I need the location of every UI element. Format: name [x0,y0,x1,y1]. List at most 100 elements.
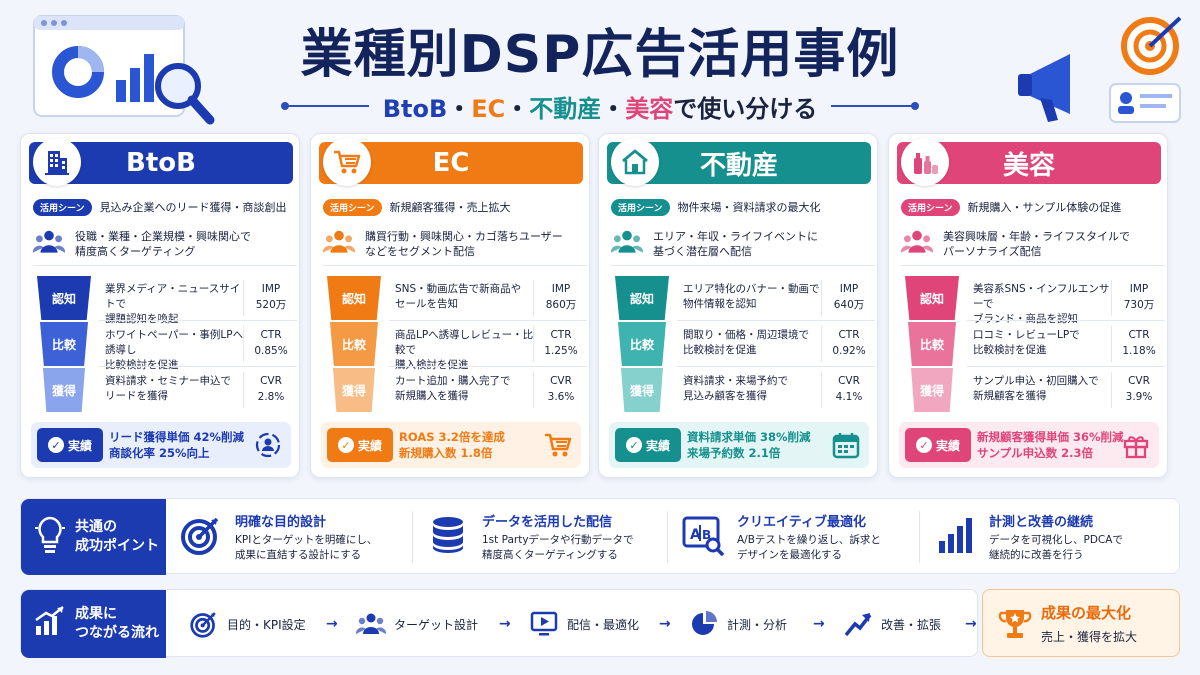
funnel-row-2: 獲得 サンプル申込・初回購入で 新規顧客を獲得 CVR 3.9% [905,368,1165,412]
target-row: 役職・業種・企業規模・興味関心で 精度高くターゲティング [32,226,297,266]
scene-text: 見込み企業へのリード獲得・商談創出 [99,201,287,214]
flow-label-line1: 成果に [75,606,117,622]
funnel-desc: エリア特化のバナー・動画で 物件情報を認知 [683,283,820,310]
flow-step-label: 目的・KPI設定 [227,617,306,632]
gift-icon [1121,430,1151,460]
calendar-icon [831,430,861,460]
flow-label-line2: つながる流れ [75,625,159,641]
success-point-0: 明確な目的設計 KPIとターゲットを明確にし、 成果に直結する設計にする [179,509,419,565]
result-badge: ✓ 実績 [905,428,971,462]
funnel-stage: 比較 [908,322,956,366]
pie-chart-icon [689,609,719,639]
flow-step-1: ターゲット設計 [355,608,479,640]
subtitle-btob: BtoB [382,94,448,123]
scene-text: 物件来場・資料請求の最大化 [677,201,821,214]
funnel-metric: IMP 860万 [545,283,577,311]
scene-tag: 活用シーン [611,198,670,216]
check-icon: ✓ [337,437,354,453]
result-box: ✓ 実績 リード獲得単価 42%削減 商談化率 25%向上 [31,422,291,468]
users-icon [355,609,387,639]
funnel-stage: 獲得 [333,368,375,412]
funnel-desc: ホワイトペーパー・事例LPへ誘導し 比較検討を促進 [105,329,244,371]
funnel-stage: 比較 [330,322,378,366]
point-title: 計測と改善の継続 [989,515,1094,530]
funnel-desc: 商品LPへ誘導しレビュー・比較で 購入検討を促進 [395,329,534,371]
funnel-desc: 間取り・価格・周辺環境で 比較検討を促進 [683,329,809,356]
check-icon: ✓ [625,437,642,453]
subtitle-sep: ・ [505,94,530,123]
users-icon [322,226,356,262]
lightbulb-icon [33,514,67,560]
funnel-metric: CTR 1.25% [544,329,578,357]
target-user-icon [253,430,283,460]
scene-row: 活用シーン 見込み企業へのリード獲得・商談創出 [33,198,293,216]
funnel-row-0: 認知 SNS・動画広告で新商品や セールを告知 IMP 860万 [327,276,587,321]
point-title: 明確な目的設計 [235,515,327,530]
funnel-stage: 比較 [40,322,88,366]
funnel-desc: カート追加・購入完了で 新規購入を獲得 [395,375,511,402]
check-icon: ✓ [915,437,932,453]
scene-row: 活用シーン 物件来場・資料請求の最大化 [611,198,871,216]
funnel-row-2: 獲得 資料請求・来場予約で 見込み顧客を獲得 CVR 4.1% [615,368,875,412]
result-box: ✓ 実績 資料請求単価 38%削減 来場予約数 2.1倍 [609,422,869,468]
funnel-metric: CTR 1.18% [1122,329,1156,357]
subtitle-suffix: で使い分ける [673,94,818,123]
subtitle-line-left [281,102,369,110]
card-ec: EC 活用シーン 新規顧客獲得・売上拡大 購買行動・興味関心・カゴ落ちユーザーな… [310,133,590,478]
target-text: 役職・業種・企業規模・興味関心で 精度高くターゲティング [75,229,251,258]
subtitle-beauty: 美容 [625,94,674,123]
common-success-points: 共通の成功ポイント 明確な目的設計 KPIとターゲットを明確にし、 成果に直結する… [20,498,1180,575]
flow-step-label: 計測・分析 [727,617,788,632]
result-text: 資料請求単価 38%削減 来場予約数 2.1倍 [687,430,811,460]
svg-text:A: A [690,527,701,543]
subtitle-sep: ・ [601,94,626,123]
scene-text: 新規購入・サンプル体験の促進 [967,201,1122,214]
funnel-desc: 美容系SNS・インフルエンサーで ブランド・商品を認知 [973,283,1110,325]
result-box: ✓ 実績 ROAS 3.2倍を達成 新規購入数 1.8倍 [321,422,581,468]
card-realestate: 不動産 活用シーン 物件来場・資料請求の最大化 エリア・年収・ライフイベントに基… [598,133,878,478]
target-text: 購買行動・興味関心・カゴ落ちユーザー などをセグメント配信 [365,229,563,258]
target-row: エリア・年収・ライフイベントに 基づく潜在層へ配信 [610,226,875,266]
target-row: 購買行動・興味関心・カゴ落ちユーザー などをセグメント配信 [322,226,587,266]
flow-step-2: 配信・最適化 [529,608,639,640]
dashboard-illustration [28,10,218,130]
funnel-row-1: 比較 間取り・価格・周辺環境で 比較検討を促進 CTR 0.92% [615,322,875,367]
flow-step-label: ターゲット設計 [394,617,479,632]
target-arrow-icon [179,513,223,557]
funnel: 認知 エリア特化のバナー・動画で 物件情報を認知 IMP 640万 比較 間取り・価… [615,276,875,412]
flow-step-0: 目的・KPI設定 [189,608,306,640]
funnel-row-0: 認知 エリア特化のバナー・動画で 物件情報を認知 IMP 640万 [615,276,875,321]
play-screen-icon [529,609,559,639]
database-icon [426,513,470,557]
users-icon [32,226,66,262]
flow-arrow-icon: → [499,616,511,632]
common-label-line2: 成功ポイント [75,538,159,554]
flow-step-label: 改善・拡張 [881,617,942,632]
funnel-metric: IMP 730万 [1123,283,1155,311]
common-label-line1: 共通の [75,519,117,535]
flow-arrow-icon: → [326,616,338,632]
funnel-metric: CVR 4.1% [835,375,863,403]
card-beauty: 美容 活用シーン 新規購入・サンプル体験の促進 美容興味層・年齢・ライフスタイル… [888,133,1168,478]
funnel-stage: 認知 [905,276,959,320]
trophy-icon [998,610,1032,638]
funnel-stage: 認知 [327,276,381,320]
point-desc: データを可視化し、PDCAで 継続的に改善を行う [989,534,1123,561]
flow-arrow-icon: → [659,616,671,632]
scene-tag: 活用シーン [901,198,960,216]
target-text: 美容興味層・年齢・ライフスタイルで パーソナライズ配信 [943,229,1130,258]
scene-text: 新規顧客獲得・売上拡大 [389,201,511,214]
result-text: ROAS 3.2倍を達成 新規購入数 1.8倍 [399,430,505,460]
funnel-row-2: 獲得 カート追加・購入完了で 新規購入を獲得 CVR 3.6% [327,368,587,412]
scene-tag: 活用シーン [33,198,92,216]
point-desc: KPIとターゲットを明確にし、 成果に直結する設計にする [235,534,378,561]
funnel-metric: CVR 3.6% [547,375,575,403]
final-desc: 売上・獲得を拡大 [1041,630,1138,644]
building-icon [33,138,81,186]
target-arrow-icon [189,609,219,639]
cart-icon [323,138,371,186]
funnel: 認知 美容系SNS・インフルエンサーで ブランド・商品を認知 IMP 730万 比較… [905,276,1165,412]
flow-step-3: 計測・分析 [689,608,787,640]
